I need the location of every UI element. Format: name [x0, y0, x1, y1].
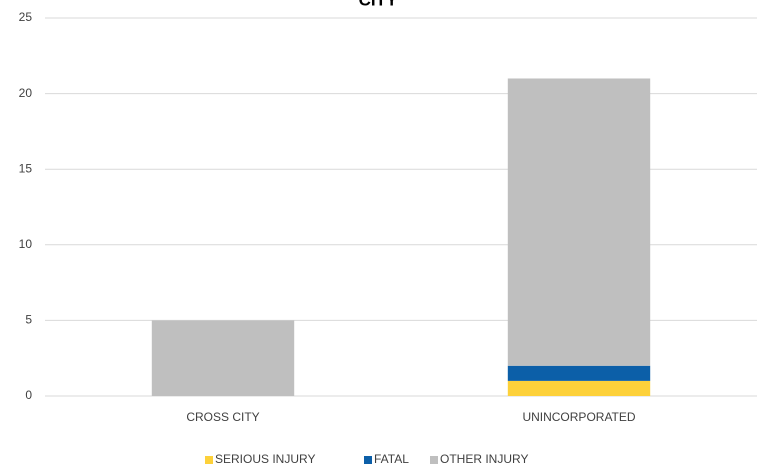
legend-swatch — [364, 456, 372, 464]
bar-segment — [507, 78, 651, 366]
x-tick-label: CROSS CITY — [186, 410, 259, 424]
legend-swatch — [205, 456, 213, 464]
legend-label: OTHER INJURY — [440, 452, 528, 466]
chart-title: CITY — [359, 0, 398, 9]
y-tick-label: 20 — [19, 86, 33, 100]
y-tick-label: 10 — [19, 237, 33, 251]
y-tick-label: 15 — [19, 161, 33, 175]
y-tick-label: 5 — [25, 313, 32, 327]
bar-segment — [507, 365, 651, 381]
legend-label: SERIOUS INJURY — [215, 452, 315, 466]
y-tick-label: 0 — [25, 388, 32, 402]
bar-segment — [151, 320, 295, 396]
y-tick-label: 25 — [19, 10, 33, 24]
x-tick-label: UNINCORPORATED — [522, 410, 635, 424]
legend-swatch — [430, 456, 438, 464]
legend-label: FATAL — [374, 452, 409, 466]
bar-segment — [507, 380, 651, 396]
